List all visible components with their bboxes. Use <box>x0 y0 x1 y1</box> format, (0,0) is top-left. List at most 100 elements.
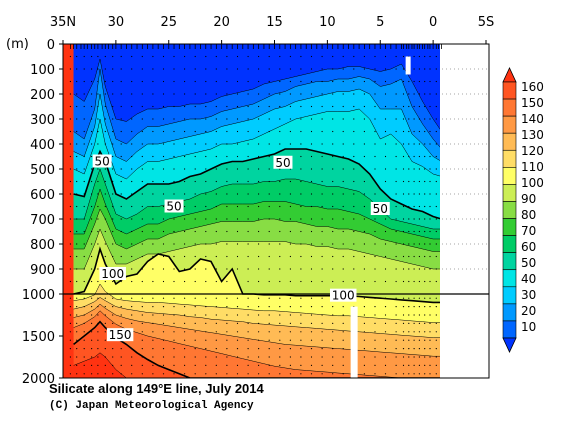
sample-dot <box>395 105 397 108</box>
sample-dot <box>402 255 405 258</box>
y-tick-label: 500 <box>30 163 55 178</box>
x-tick-label: 5 <box>376 15 384 30</box>
sample-dot <box>435 314 437 316</box>
sample-dot <box>69 297 71 299</box>
sample-dot <box>173 155 175 158</box>
sample-dot <box>162 143 165 145</box>
sample-dot <box>112 243 114 245</box>
sample-dot <box>418 155 420 158</box>
sample-dot <box>435 339 437 341</box>
sample-dot <box>76 180 78 183</box>
sample-dot <box>321 314 323 316</box>
sample-dot <box>91 130 93 133</box>
sample-dot <box>300 55 302 58</box>
sample-dot <box>402 331 405 333</box>
sample-dot <box>413 55 415 58</box>
sample-dot <box>215 314 217 316</box>
sample-dot <box>300 68 302 70</box>
sample-dot <box>104 193 106 195</box>
sample-dot <box>424 356 426 358</box>
sample-dot <box>83 255 85 258</box>
sample-dot <box>402 373 405 375</box>
sample-dot <box>268 168 270 170</box>
contour-label: 100 <box>332 289 355 303</box>
sample-dot <box>184 118 186 120</box>
sample-dot <box>413 180 415 183</box>
sample-dot <box>162 243 165 245</box>
sample-dot <box>69 280 71 283</box>
sample-dot <box>374 55 376 58</box>
sample-dot <box>413 255 415 258</box>
sample-dot <box>402 230 405 233</box>
sample-dot <box>152 193 154 195</box>
sample-dot <box>408 356 410 358</box>
sample-dot <box>321 193 323 195</box>
sample-dot <box>424 130 426 133</box>
sample-dot <box>384 280 387 283</box>
sample-dot <box>152 280 154 283</box>
sample-dot <box>247 130 249 133</box>
sample-dot <box>279 364 281 366</box>
sample-dot <box>300 356 302 358</box>
sample-dot <box>236 255 239 258</box>
sample-dot <box>247 80 249 83</box>
contour-130 <box>73 303 440 357</box>
sample-dot <box>279 255 281 258</box>
sample-dot <box>374 118 376 120</box>
y-tick-label: 600 <box>30 188 55 203</box>
sample-dot <box>289 80 291 83</box>
sample-dot <box>424 143 426 145</box>
sample-dot <box>258 55 260 58</box>
sample-dot <box>112 306 114 308</box>
sample-dot <box>310 105 313 108</box>
sample-dot <box>395 118 397 120</box>
sample-dot <box>289 339 291 341</box>
sample-dot <box>363 55 365 58</box>
sample-dot <box>83 243 85 245</box>
sample-dot <box>374 348 376 350</box>
sample-dot <box>76 322 78 324</box>
sample-dot <box>332 348 334 350</box>
sample-dot <box>424 322 426 324</box>
sample-dot <box>289 180 291 183</box>
sample-dot <box>384 339 387 341</box>
sample-dot <box>418 339 420 341</box>
sample-dot <box>332 180 334 183</box>
sample-dot <box>424 280 426 283</box>
sample-dot <box>131 130 133 133</box>
sample-dot <box>353 93 355 95</box>
sample-dot <box>247 373 249 375</box>
sample-dot <box>342 268 344 270</box>
sample-dot <box>268 268 270 270</box>
sample-dot <box>332 230 334 233</box>
sample-dot <box>112 255 114 258</box>
sample-dot <box>408 155 410 158</box>
sample-dot <box>395 93 397 95</box>
sample-dot <box>184 105 186 108</box>
sample-dot <box>236 155 239 158</box>
colorbar-segment <box>502 115 517 134</box>
sample-dot <box>310 268 313 270</box>
sample-dot <box>97 143 99 145</box>
sample-dot <box>429 268 431 270</box>
sample-dot <box>76 155 78 158</box>
sample-dot <box>424 243 426 245</box>
sample-dot <box>97 243 99 245</box>
sample-dot <box>435 143 437 145</box>
sample-dot <box>131 280 133 283</box>
sample-dot <box>215 348 217 350</box>
sample-dot <box>279 243 281 245</box>
sample-dot <box>112 55 114 58</box>
sample-dot <box>424 314 426 316</box>
contour-label-bg <box>329 288 357 302</box>
sample-dot <box>435 218 437 220</box>
sample-dot <box>69 168 71 170</box>
sample-dot <box>279 314 281 316</box>
sample-dot <box>120 118 122 120</box>
sample-dot <box>418 130 420 133</box>
sample-dot <box>104 55 106 58</box>
sample-dot <box>435 348 437 350</box>
sample-dot <box>184 80 186 83</box>
y-tick-label: 700 <box>30 213 55 228</box>
sample-dot <box>91 243 93 245</box>
